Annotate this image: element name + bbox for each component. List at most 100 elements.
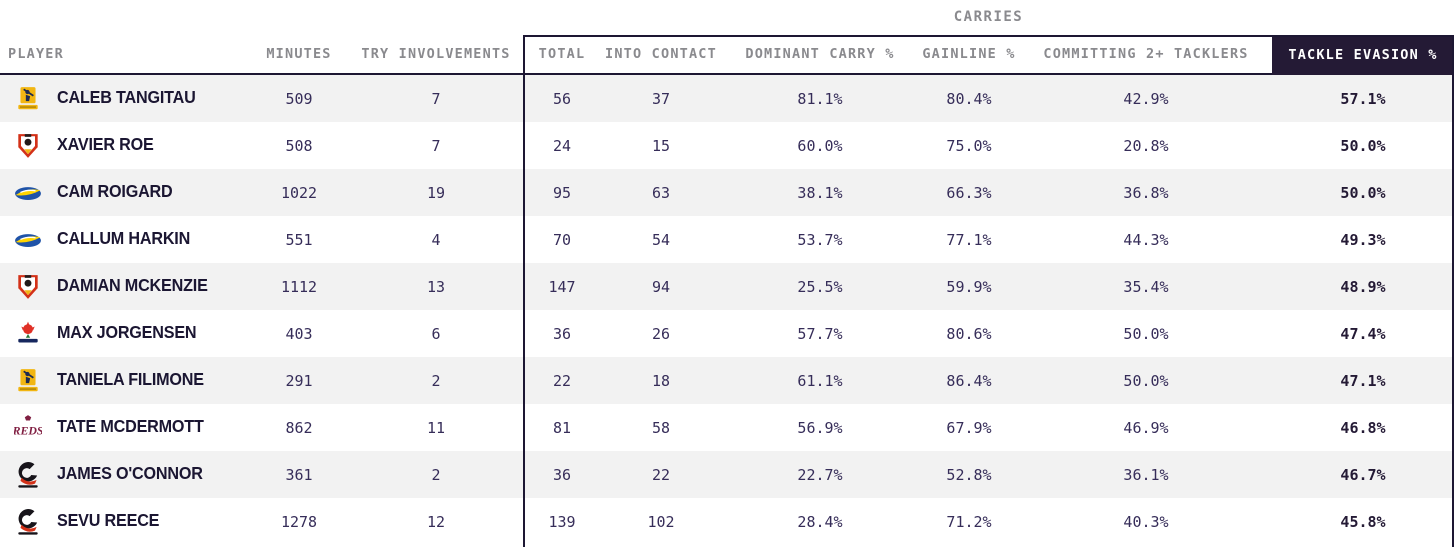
player-name: CAM ROIGARD (57, 182, 173, 202)
cell-gainline-pct: 80.6% (946, 324, 992, 343)
cell-into-contact: 18 (651, 371, 671, 390)
table-row: JAMES O'CONNOR 361 2 36 22 22.7% 52.8% 3… (0, 451, 1454, 498)
crusaders-logo (14, 508, 42, 536)
cell-gainline-pct: 52.8% (946, 465, 992, 484)
cell-try-involvements: 7 (431, 136, 441, 155)
column-header-try-involvements: TRY INVOLVEMENTS (361, 46, 511, 62)
crusaders-logo (14, 461, 42, 489)
cell-player: XAVIER ROE (0, 122, 250, 169)
player-name: SEVU REECE (57, 511, 160, 531)
cell-dominant-carry-pct: 22.7% (797, 465, 843, 484)
carries-group-label: CARRIES (953, 9, 1024, 25)
cell-total: 22 (552, 371, 572, 390)
svg-text:REDS: REDS (14, 423, 42, 437)
table-row: XAVIER ROE 508 7 24 15 60.0% 75.0% 20.8%… (0, 122, 1454, 169)
cell-tackle-evasion-pct: 49.3% (1340, 230, 1386, 249)
cell-committing-2plus-tacklers: 46.9% (1123, 418, 1169, 437)
cell-gainline-pct: 77.1% (946, 230, 992, 249)
cell-tackle-evasion-pct: 50.0% (1340, 136, 1386, 155)
cell-total: 81 (552, 418, 572, 437)
cell-player: SEVU REECE (0, 498, 250, 545)
cell-try-involvements: 7 (431, 89, 441, 108)
table-row: DAMIAN MCKENZIE 1112 13 147 94 25.5% 59.… (0, 263, 1454, 310)
cell-into-contact: 26 (651, 324, 671, 343)
cell-try-involvements: 11 (426, 418, 446, 437)
cell-minutes: 361 (285, 465, 313, 484)
cell-dominant-carry-pct: 60.0% (797, 136, 843, 155)
cell-tackle-evasion-pct: 46.8% (1340, 418, 1386, 437)
cell-dominant-carry-pct: 61.1% (797, 371, 843, 390)
cell-player: TANIELA FILIMONE (0, 357, 250, 404)
cell-player: REDS TATE MCDERMOTT (0, 404, 250, 451)
player-name: TATE MCDERMOTT (57, 417, 204, 437)
cell-total: 70 (552, 230, 572, 249)
highlanders-logo (14, 85, 42, 113)
table-body: CALEB TANGITAU 509 7 56 37 81.1% 80.4% 4… (0, 75, 1454, 545)
cell-committing-2plus-tacklers: 35.4% (1123, 277, 1169, 296)
cell-dominant-carry-pct: 56.9% (797, 418, 843, 437)
cell-tackle-evasion-pct: 45.8% (1340, 512, 1386, 531)
table-row: SEVU REECE 1278 12 139 102 28.4% 71.2% 4… (0, 498, 1454, 545)
cell-into-contact: 22 (651, 465, 671, 484)
cell-try-involvements: 6 (431, 324, 441, 343)
cell-minutes: 508 (285, 136, 313, 155)
player-name: JAMES O'CONNOR (57, 464, 203, 484)
cell-player: MAX JORGENSEN (0, 310, 250, 357)
cell-minutes: 1112 (280, 277, 318, 296)
cell-gainline-pct: 71.2% (946, 512, 992, 531)
cell-total: 24 (552, 136, 572, 155)
cell-player: CAM ROIGARD (0, 169, 250, 216)
player-name: DAMIAN MCKENZIE (57, 276, 208, 296)
cell-tackle-evasion-pct: 47.4% (1340, 324, 1386, 343)
cell-try-involvements: 19 (426, 183, 446, 202)
cell-player: DAMIAN MCKENZIE (0, 263, 250, 310)
column-header-total: TOTAL (538, 46, 586, 62)
cell-into-contact: 58 (651, 418, 671, 437)
reds-logo: REDS (14, 414, 42, 442)
column-header-tackle-evasion-pct: TACKLE EVASION % (1272, 35, 1454, 75)
cell-total: 36 (552, 465, 572, 484)
cell-try-involvements: 13 (426, 277, 446, 296)
cell-tackle-evasion-pct: 50.0% (1340, 183, 1386, 202)
cell-dominant-carry-pct: 81.1% (797, 89, 843, 108)
cell-committing-2plus-tacklers: 36.1% (1123, 465, 1169, 484)
cell-committing-2plus-tacklers: 40.3% (1123, 512, 1169, 531)
cell-minutes: 509 (285, 89, 313, 108)
cell-total: 139 (548, 512, 576, 531)
column-header-dominant-carry-pct: DOMINANT CARRY % (745, 46, 895, 62)
cell-minutes: 862 (285, 418, 313, 437)
cell-into-contact: 94 (651, 277, 671, 296)
waratahs-logo (14, 320, 42, 348)
cell-dominant-carry-pct: 28.4% (797, 512, 843, 531)
table-row: CAM ROIGARD 1022 19 95 63 38.1% 66.3% 36… (0, 169, 1454, 216)
cell-dominant-carry-pct: 25.5% (797, 277, 843, 296)
cell-tackle-evasion-pct: 57.1% (1340, 89, 1386, 108)
player-name: CALEB TANGITAU (57, 88, 196, 108)
cell-total: 36 (552, 324, 572, 343)
cell-gainline-pct: 66.3% (946, 183, 992, 202)
chiefs-logo (14, 273, 42, 301)
cell-dominant-carry-pct: 38.1% (797, 183, 843, 202)
cell-player: CALLUM HARKIN (0, 216, 250, 263)
table-row: CALEB TANGITAU 509 7 56 37 81.1% 80.4% 4… (0, 75, 1454, 122)
cell-total: 56 (552, 89, 572, 108)
column-header-committing-2plus-tacklers: COMMITTING 2+ TACKLERS (1043, 46, 1249, 62)
player-name: MAX JORGENSEN (57, 323, 197, 343)
cell-try-involvements: 2 (431, 465, 441, 484)
hurricanes-logo (14, 226, 42, 254)
cell-committing-2plus-tacklers: 50.0% (1123, 324, 1169, 343)
table-row: TANIELA FILIMONE 291 2 22 18 61.1% 86.4%… (0, 357, 1454, 404)
table-row: CALLUM HARKIN 551 4 70 54 53.7% 77.1% 44… (0, 216, 1454, 263)
column-header-player: PLAYER (8, 46, 64, 62)
cell-committing-2plus-tacklers: 50.0% (1123, 371, 1169, 390)
cell-gainline-pct: 75.0% (946, 136, 992, 155)
cell-minutes: 551 (285, 230, 313, 249)
table-row: MAX JORGENSEN 403 6 36 26 57.7% 80.6% 50… (0, 310, 1454, 357)
cell-gainline-pct: 59.9% (946, 277, 992, 296)
cell-gainline-pct: 80.4% (946, 89, 992, 108)
cell-total: 95 (552, 183, 572, 202)
cell-committing-2plus-tacklers: 36.8% (1123, 183, 1169, 202)
cell-try-involvements: 4 (431, 230, 441, 249)
column-header-into-contact: INTO CONTACT (605, 46, 717, 62)
